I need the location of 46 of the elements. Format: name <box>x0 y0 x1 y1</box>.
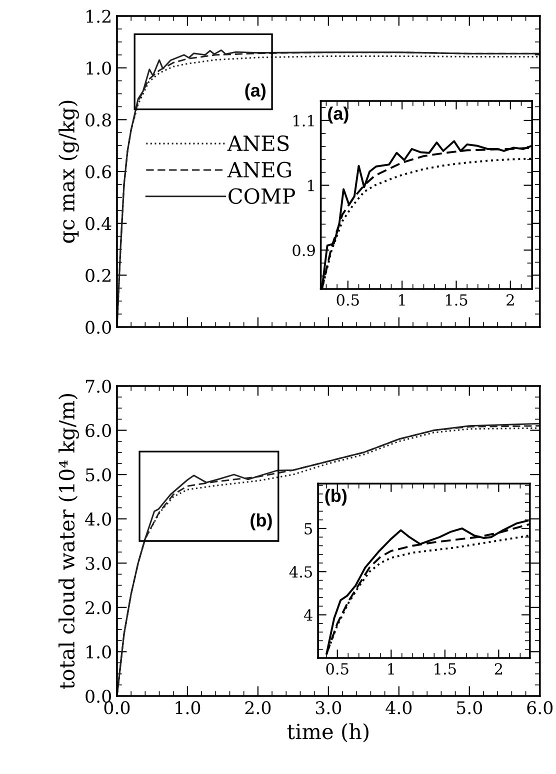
x-tick-label: 2 <box>494 663 502 674</box>
y-tick-label: 4.5 <box>289 566 312 578</box>
x-tick-label: 0.5 <box>326 663 348 675</box>
annotation: (a) <box>328 106 348 124</box>
y-tick-label: 1.0 <box>86 645 111 659</box>
x-tick-label: 4.0 <box>386 701 412 714</box>
x-tick-label: 6.0 <box>527 701 553 714</box>
legend-label: ANES <box>227 135 289 152</box>
annotation: (b) <box>250 513 272 530</box>
y-tick-label: 0.0 <box>86 690 111 703</box>
y-tick-label: 0.8 <box>86 113 111 127</box>
y-tick-label: 5 <box>304 523 312 535</box>
x-tick-label: 1 <box>388 663 394 674</box>
y-tick-label: 0.6 <box>86 165 112 178</box>
y-axis-title: total cloud water (10⁴ kg/m) <box>58 394 79 690</box>
y-tick-label: 1 <box>308 180 314 192</box>
x-tick-label: 0.0 <box>104 701 130 714</box>
y-tick-label: 0.9 <box>292 244 315 256</box>
annotation: (b) <box>325 488 347 506</box>
x-tick-label: 3.0 <box>316 701 342 714</box>
y-tick-label: 7.0 <box>86 380 111 393</box>
annotation: (a) <box>245 83 266 100</box>
y-tick-label: 0.2 <box>86 268 110 282</box>
y-tick-label: 6.0 <box>86 424 111 438</box>
y-tick-label: 5.0 <box>86 468 111 482</box>
y-axis-title: qc max (g/kg) <box>58 100 79 243</box>
y-tick-label: 1.0 <box>86 62 111 75</box>
x-tick-label: 5.0 <box>457 701 482 714</box>
x-tick-label: 2 <box>506 294 514 306</box>
x-tick-label: 0.5 <box>336 294 359 306</box>
y-tick-label: 1.1 <box>294 114 314 126</box>
y-tick-label: 3.0 <box>86 556 111 570</box>
y-tick-label: 2.0 <box>86 601 111 614</box>
x-tick-label: 1.0 <box>176 701 200 714</box>
x-tick-label: 1.5 <box>446 294 468 306</box>
x-axis-title: time (h) <box>287 723 368 742</box>
x-tick-label: 2.0 <box>245 701 271 714</box>
x-tick-label: 1.5 <box>434 663 456 675</box>
y-tick-label: 4.0 <box>85 512 111 526</box>
y-tick-label: 0.4 <box>86 217 112 230</box>
y-tick-label: 0.0 <box>86 320 111 334</box>
y-tick-label: 1.2 <box>86 10 110 23</box>
x-tick-label: 1 <box>399 294 405 306</box>
legend-label: ANEG <box>227 162 291 178</box>
y-tick-label: 4 <box>304 609 312 621</box>
legend-label: COMP <box>228 188 296 204</box>
